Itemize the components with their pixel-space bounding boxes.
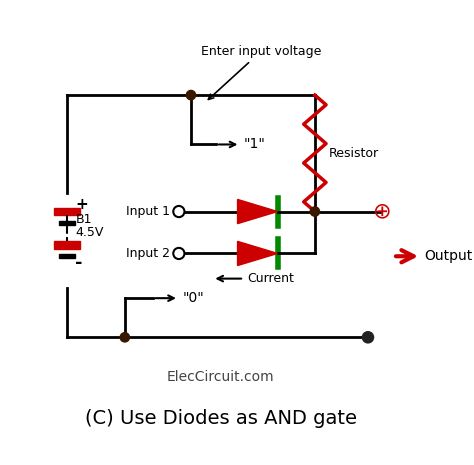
Text: "1": "1" [244,138,266,152]
Bar [54,241,80,249]
Text: B1: B1 [75,213,92,226]
Text: Resistor: Resistor [329,147,379,160]
Text: +: + [75,197,88,212]
Text: "0": "0" [182,291,204,305]
Text: -: - [75,254,83,272]
Bar [54,208,80,215]
Text: Current: Current [247,272,294,285]
Polygon shape [237,199,278,224]
Text: 4.5V: 4.5V [75,226,104,239]
Bar [59,221,75,225]
Circle shape [173,248,184,259]
Text: Input 1: Input 1 [126,205,170,218]
Circle shape [120,332,129,342]
Circle shape [173,206,184,217]
Bar [59,254,75,258]
Text: Output: Output [424,249,472,263]
Circle shape [186,90,196,100]
Circle shape [310,207,319,216]
Text: ElecCircuit.com: ElecCircuit.com [167,370,274,385]
Text: ⊕: ⊕ [373,201,391,221]
Text: Input 2: Input 2 [126,247,170,260]
Circle shape [363,332,374,343]
Text: Enter input voltage: Enter input voltage [201,45,321,100]
Text: (C) Use Diodes as AND gate: (C) Use Diodes as AND gate [85,409,357,428]
Polygon shape [237,241,278,266]
